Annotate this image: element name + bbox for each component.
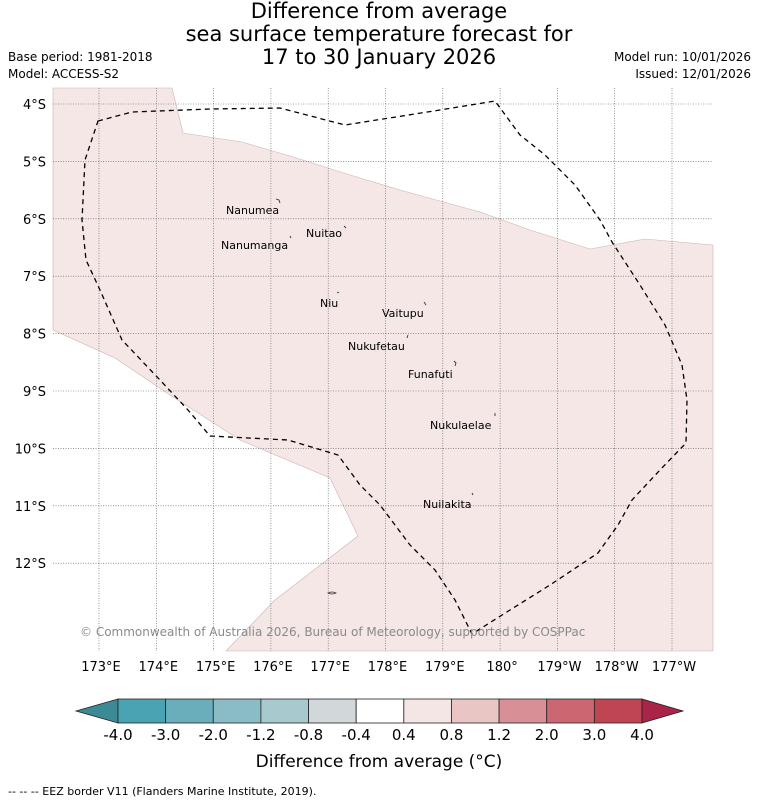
colorbar-tick-label: -0.8 (294, 726, 323, 744)
island-mark-nukufetau (406, 334, 409, 339)
colorbar-tick-label: -1.2 (246, 726, 275, 744)
colorbar-segment (498, 698, 548, 724)
lat-label: 5°S (23, 155, 46, 170)
colorbar-extend-high (641, 698, 685, 724)
colorbar-tick-label: -0.4 (342, 726, 371, 744)
colorbar-segment (260, 698, 309, 724)
colorbar-segment (451, 698, 500, 724)
colorbar-tick-label: -3.0 (151, 726, 180, 744)
lon-label: 179°W (537, 660, 581, 675)
islet-shape (327, 591, 337, 595)
lon-label: 180° (486, 660, 517, 675)
anomaly-fill-region (52, 87, 714, 652)
island-label-vaitupu: Vaitupu (382, 307, 424, 320)
lat-label: 12°S (15, 557, 46, 572)
island-label-nuilakita: Nuilakita (423, 498, 472, 511)
lat-label: 10°S (15, 442, 46, 457)
chart-title: Difference from average sea surface temp… (0, 0, 758, 69)
colorbar-segment (165, 698, 214, 724)
meta-right: Model run: 10/01/2026 Issued: 12/01/2026 (614, 49, 751, 83)
lat-label: 7°S (23, 270, 46, 285)
eez-legend: -- -- -- EEZ border V11 (Flanders Marine… (8, 785, 317, 798)
lat-label: 6°S (23, 213, 46, 228)
colorbar-tick-label: 0.8 (440, 726, 464, 744)
island-label-nuitao: Nuitao (306, 227, 342, 240)
lon-label: 176°E (253, 660, 293, 675)
lon-label: 179°E (425, 660, 465, 675)
lat-label: 9°S (23, 385, 46, 400)
lon-label: 174°E (139, 660, 179, 675)
lon-label: 177°E (310, 660, 350, 675)
model-run: Model run: 10/01/2026 (613, 50, 751, 64)
island-label-funafuti: Funafuti (408, 368, 453, 381)
island-mark-nuilakita (471, 492, 474, 496)
model-name: Model: ACCESS-S2 (8, 67, 120, 81)
island-mark-nanumanga (289, 235, 292, 239)
island-label-nanumea: Nanumea (226, 204, 279, 217)
island-mark-niu (336, 291, 340, 294)
colorbar-tick-label: 1.2 (487, 726, 511, 744)
lat-gridlines (53, 103, 713, 564)
island-mark-nuitao (343, 225, 347, 229)
colorbar-ticks: -4.0 -3.0 -2.0 -1.2 -0.8 -0.4 0.4 0.8 1.2 2.0 3.0 4… (103, 726, 654, 744)
colorbar-segment (117, 698, 167, 724)
colorbar-segment (355, 698, 405, 724)
colorbar-extend-low (74, 698, 119, 724)
title-line-1: Difference from average (250, 0, 508, 23)
island-mark-funafuti (453, 360, 457, 367)
island-mark-vaitupu (423, 301, 427, 306)
lat-labels: 4°S 5°S 6°S 7°S 8°S 9°S 10°S 11°S 12°S (15, 98, 46, 572)
colorbar-tick-label: 3.0 (582, 726, 606, 744)
title-line-3: 17 to 30 January 2026 (261, 45, 497, 69)
base-period: Base period: 1981-2018 (8, 50, 153, 64)
lat-label: 4°S (23, 98, 46, 113)
colorbar-title: Difference from average (°C) (255, 752, 503, 772)
colorbar-tick-label: 2.0 (535, 726, 559, 744)
map-content: Nanumea Nuitao Nanumanga Niu Vaitupu Nuk… (52, 87, 714, 652)
title-line-2: sea surface temperature forecast for (185, 22, 573, 46)
lon-label: 178°W (595, 660, 639, 675)
colorbar-segment (546, 698, 595, 724)
colorbar-tick-label: 4.0 (630, 726, 654, 744)
colorbar-segment (308, 698, 357, 724)
eez-border (81, 100, 688, 635)
island-label-nukulaelae: Nukulaelae (430, 419, 492, 432)
lat-label: 11°S (15, 500, 46, 515)
colorbar-segment (593, 698, 643, 724)
issued-date: Issued: 12/01/2026 (635, 67, 751, 81)
colorbar (74, 698, 685, 724)
lon-label: 173°E (81, 660, 121, 675)
lon-label: 177°W (652, 660, 696, 675)
colorbar-tick-label: 0.4 (392, 726, 416, 744)
copyright-notice: © Commonwealth of Australia 2026, Bureau… (80, 625, 585, 639)
island-label-niu: Niu (320, 297, 338, 310)
colorbar-segment (403, 698, 452, 724)
island-mark-nanumea (275, 198, 281, 204)
island-label-nukufetau: Nukufetau (348, 340, 405, 353)
lat-label: 8°S (23, 328, 46, 343)
lon-label: 175°E (196, 660, 236, 675)
meta-left: Base period: 1981-2018 Model: ACCESS-S2 (8, 49, 153, 83)
colorbar-segment (212, 698, 262, 724)
colorbar-tick-label: -4.0 (103, 726, 132, 744)
colorbar-tick-label: -2.0 (199, 726, 228, 744)
lon-label: 178°E (368, 660, 408, 675)
lon-labels: 173°E 174°E 175°E 176°E 177°E 178°E 179°E 180° 1… (81, 660, 696, 675)
island-label-nanumanga: Nanumanga (221, 239, 288, 252)
